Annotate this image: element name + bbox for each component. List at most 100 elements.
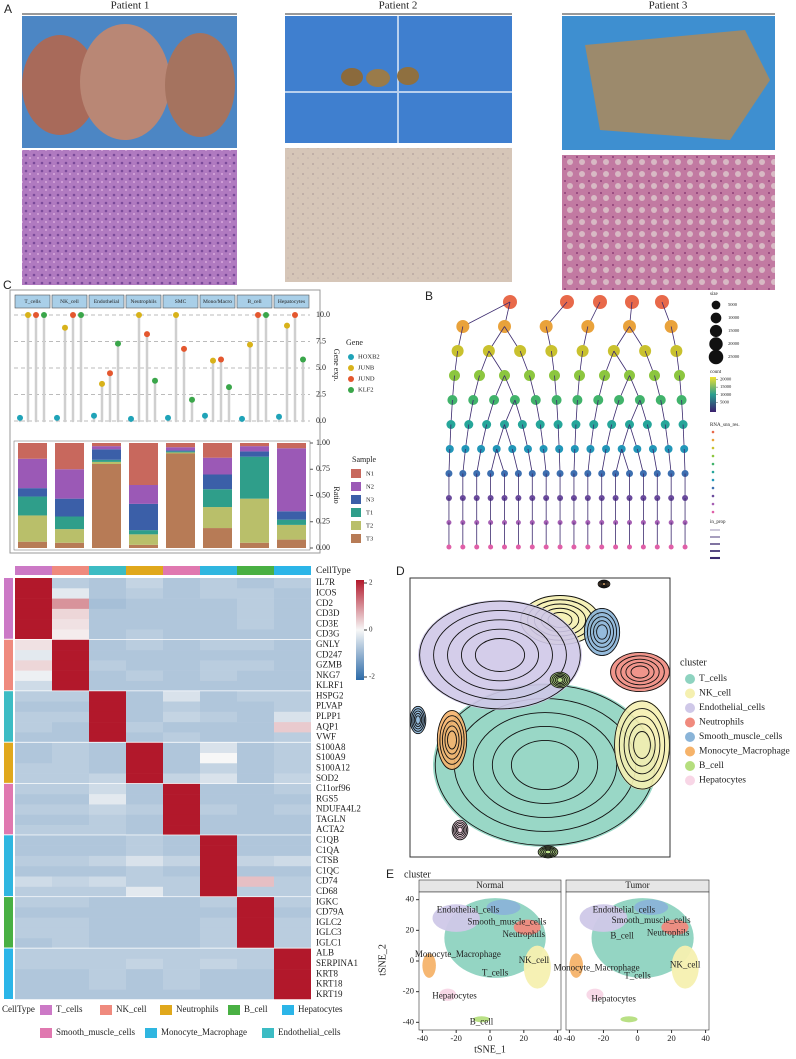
y-tick-label: 7.5 bbox=[316, 336, 326, 345]
gene-label: KLRF1 bbox=[316, 680, 344, 690]
facet-title: Tumor bbox=[625, 880, 649, 890]
heatmap-cell bbox=[274, 578, 311, 589]
tree-edge bbox=[543, 448, 547, 474]
res-key bbox=[711, 510, 715, 514]
facet-label: SMC bbox=[175, 299, 187, 305]
legend-swatch bbox=[348, 376, 354, 382]
heatmap-cell bbox=[126, 742, 163, 754]
contour bbox=[542, 848, 554, 856]
heatmap-cell bbox=[126, 917, 163, 929]
heatmap-cell bbox=[52, 886, 89, 898]
row-annotation bbox=[4, 948, 13, 999]
lollipop-dot bbox=[152, 377, 158, 384]
legend-swatch bbox=[685, 703, 695, 713]
lollipop-dot bbox=[70, 312, 76, 318]
panel-label: A bbox=[4, 2, 12, 16]
heatmap-cell bbox=[237, 763, 274, 774]
gene-label: C1QB bbox=[316, 835, 339, 845]
cluster-annotation: NK_cell bbox=[519, 955, 550, 965]
tree-edge bbox=[557, 424, 560, 450]
tree-edge bbox=[573, 448, 576, 474]
heatmap-cell bbox=[200, 578, 237, 589]
panel-label: D bbox=[396, 564, 405, 578]
cluster-density bbox=[550, 672, 570, 688]
heatmap-cell bbox=[126, 608, 163, 620]
heatmap-cell bbox=[89, 732, 126, 743]
legend-label: Endothelial_cells bbox=[278, 1027, 341, 1037]
res-key bbox=[711, 430, 715, 434]
heatmap-cell bbox=[237, 979, 274, 991]
facet-header bbox=[273, 294, 310, 309]
heatmap-cell bbox=[52, 629, 89, 641]
heatmap-cell bbox=[15, 866, 52, 877]
heatmap-cell bbox=[200, 670, 237, 682]
tree-edge bbox=[682, 424, 685, 450]
axis-label: Gene exp. bbox=[332, 349, 341, 381]
size-key bbox=[709, 324, 723, 338]
heatmap-cell bbox=[52, 835, 89, 846]
heatmap-cell bbox=[15, 897, 52, 908]
heatmap-cell bbox=[200, 794, 237, 805]
y-tick-label: -20 bbox=[403, 986, 414, 996]
cluster-points bbox=[523, 945, 551, 989]
heatmap-cell bbox=[89, 608, 126, 620]
heatmap-cell bbox=[163, 722, 200, 733]
heatmap-cell bbox=[15, 680, 52, 692]
x-tick-label: -20 bbox=[451, 1033, 462, 1043]
legend-label: N3 bbox=[366, 496, 374, 503]
gene-label: CD79A bbox=[316, 907, 345, 917]
heatmap-cell bbox=[274, 629, 311, 641]
lollipop-dot bbox=[255, 312, 261, 318]
heatmap-cell bbox=[89, 804, 126, 816]
legend-title: count bbox=[710, 370, 722, 375]
gene-label: RGS5 bbox=[316, 793, 339, 803]
heatmap-cell bbox=[52, 948, 89, 960]
tree-edge bbox=[462, 301, 511, 327]
heatmap-cell bbox=[163, 763, 200, 774]
bar-segment bbox=[18, 443, 47, 459]
heatmap-cell bbox=[163, 876, 200, 888]
heatmap-cell bbox=[89, 979, 126, 991]
tissue bbox=[341, 68, 363, 86]
legend-swatch bbox=[685, 717, 695, 728]
heatmap-cell bbox=[15, 876, 52, 888]
heatmap-cell bbox=[274, 650, 311, 661]
heatmap-cell bbox=[274, 701, 311, 713]
heatmap-cell bbox=[15, 650, 52, 661]
gene-label: C1QA bbox=[316, 845, 340, 855]
heatmap-cell bbox=[200, 845, 237, 857]
heatmap-cell bbox=[89, 742, 126, 754]
contour bbox=[601, 582, 607, 586]
heatmap-cell bbox=[237, 773, 274, 785]
heatmap-cell bbox=[237, 660, 274, 671]
photos bbox=[22, 13, 775, 290]
heatmap-cell bbox=[89, 691, 126, 702]
heatmap-cell bbox=[237, 855, 274, 867]
contour bbox=[447, 619, 553, 691]
cluster-points bbox=[586, 988, 604, 1001]
heatmap-cell bbox=[163, 794, 200, 805]
cluster-density bbox=[538, 846, 558, 858]
column-annotation bbox=[126, 566, 163, 575]
gene-label: CD74 bbox=[316, 876, 338, 886]
bar-segment bbox=[92, 459, 121, 462]
column-annotation bbox=[15, 566, 52, 575]
contour bbox=[586, 612, 618, 652]
tree-node bbox=[682, 544, 688, 550]
contour bbox=[615, 655, 665, 689]
legend-label: JUND bbox=[358, 375, 375, 382]
facet-label: B_cell bbox=[247, 299, 262, 305]
contour bbox=[439, 715, 465, 765]
heatmap-cell bbox=[274, 711, 311, 723]
legend-label: Endothelial_cells bbox=[699, 703, 765, 713]
heatmap-cell bbox=[274, 907, 311, 918]
heatmap-cell bbox=[163, 701, 200, 713]
facet-header bbox=[125, 294, 162, 309]
legend-swatch bbox=[685, 732, 695, 742]
heatmap-cell bbox=[15, 927, 52, 939]
tree-node bbox=[502, 544, 507, 550]
facet-title: Normal bbox=[476, 880, 504, 890]
heatmap-cell bbox=[163, 650, 200, 661]
column-annotation bbox=[89, 566, 126, 575]
gene-label: KRT18 bbox=[316, 979, 343, 989]
